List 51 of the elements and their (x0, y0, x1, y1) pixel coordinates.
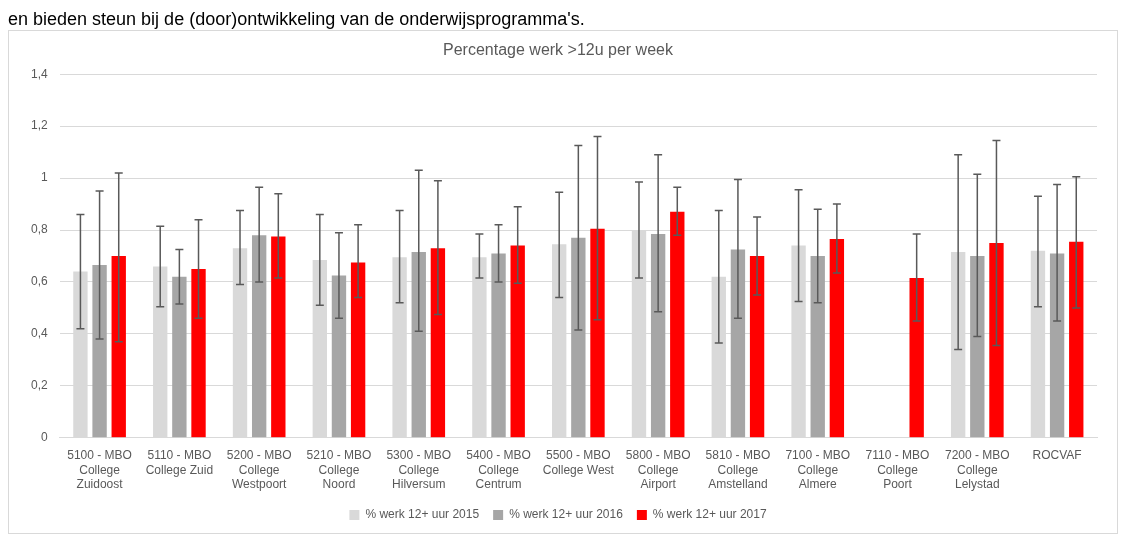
y-tick-label: 0,6 (30, 274, 48, 289)
bar (411, 252, 426, 438)
bar (909, 278, 924, 438)
x-tick-label: 5100 - MBO College Zuidoost (67, 448, 132, 492)
bar (271, 236, 286, 438)
bar (989, 243, 1004, 438)
y-tick-label: 0,4 (30, 326, 48, 341)
bar (92, 265, 107, 438)
x-tick-label: 5400 - MBO College Centrum (466, 448, 531, 492)
x-tick-label: 7200 - MBO College Lelystad (944, 448, 1010, 492)
x-tick-label: 7100 - MBO College Almere (785, 448, 851, 492)
bar (829, 239, 845, 438)
y-tick-label: 0,2 (30, 378, 48, 393)
y-tick-label: 1,2 (30, 118, 48, 133)
bar (670, 211, 685, 438)
bar (970, 256, 985, 438)
y-tick-label: 0 (40, 430, 48, 445)
bar (350, 262, 366, 438)
bar (1069, 241, 1084, 438)
bar (331, 275, 347, 438)
bar (510, 245, 525, 438)
bar (571, 237, 586, 438)
x-tick-label: 5210 - MBO College Noord (306, 448, 372, 492)
bar (590, 228, 605, 438)
bar (1049, 253, 1065, 438)
text: en bieden steun bij de (door)ontwikkeling van de onderwijsprogramma's. (8, 8, 586, 30)
bar (430, 248, 446, 438)
bar (111, 256, 126, 438)
bar (491, 253, 506, 438)
x-tick-label: 5300 - MBO College Hilversum (386, 448, 452, 492)
legend-label: % werk 12+ uur 2016 (509, 507, 624, 522)
bar (650, 233, 666, 438)
x-tick-label: ROCVAF (1032, 448, 1082, 463)
bar (172, 276, 187, 438)
legend-label: % werk 12+ uur 2017 (652, 507, 767, 522)
x-tick-label: 7110 - MBO College Poort (865, 448, 930, 492)
bar (251, 235, 267, 438)
bar (191, 268, 206, 438)
bar (749, 256, 765, 438)
legend-label: % werk 12+ uur 2015 (365, 507, 480, 522)
x-tick-label: 5200 - MBO College Westpoort (226, 448, 292, 492)
x-tick-label: 5110 - MBO College Zuid (145, 448, 214, 477)
x-tick-label: 5800 - MBO College Airport (625, 448, 691, 492)
chart-title: Percentage werk >12u per week (443, 41, 674, 59)
x-tick-label: 5810 - MBO College Amstelland (705, 448, 771, 492)
y-tick-label: 1 (40, 170, 48, 185)
y-tick-label: 1,4 (30, 66, 48, 81)
x-tick-label: 5500 - MBO College West (542, 448, 615, 477)
bar (730, 249, 746, 438)
y-tick-label: 0,8 (30, 222, 48, 237)
bar (810, 256, 825, 438)
